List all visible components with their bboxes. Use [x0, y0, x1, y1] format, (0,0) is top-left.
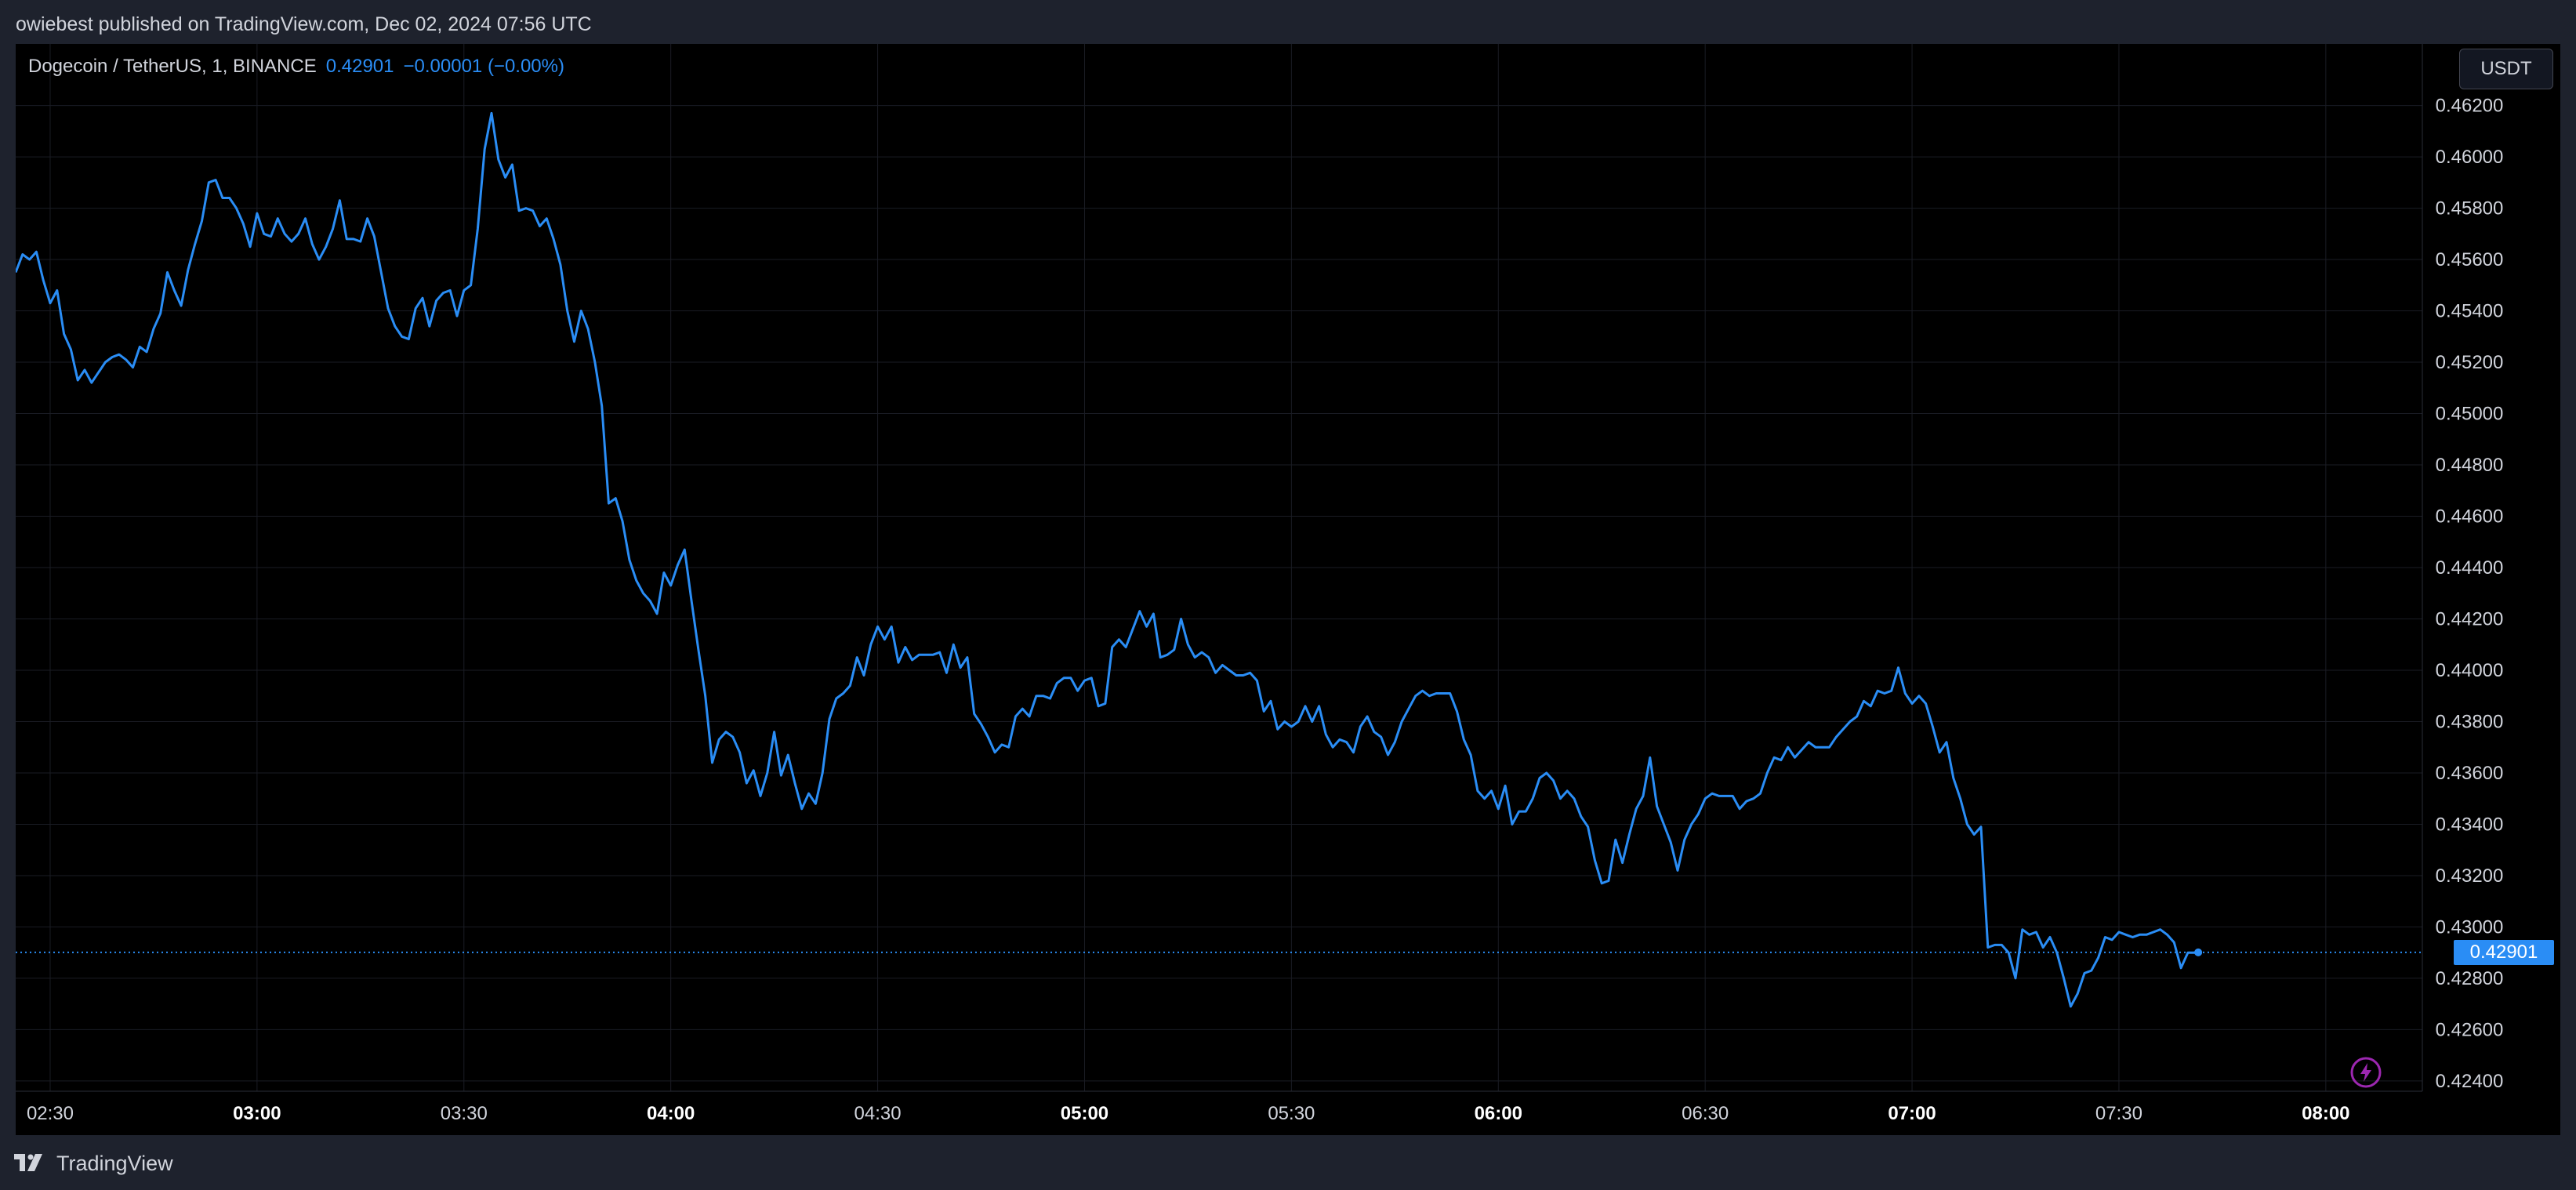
y-tick-label: 0.44600 [2436, 506, 2504, 528]
publish-header: owiebest published on TradingView.com, D… [16, 13, 592, 35]
x-tick-label: 03:30 [441, 1103, 488, 1124]
x-tick-label: 02:30 [27, 1103, 74, 1124]
x-tick-label: 06:00 [1475, 1103, 1522, 1124]
price-chart[interactable]: 0.42400 0.42600 0.42800 0.43000 0.43200 0.434… [16, 44, 2560, 1135]
y-tick-label: 0.45800 [2436, 198, 2504, 219]
brand-name: TradingView [56, 1151, 173, 1175]
x-tick-label: 08:00 [2302, 1103, 2349, 1124]
y-tick-label: 0.46200 [2436, 96, 2504, 117]
y-tick-label: 0.46000 [2436, 147, 2504, 168]
y-tick-label: 0.43400 [2436, 814, 2504, 835]
last-price-dot [2194, 948, 2203, 956]
footer: TradingView [14, 1148, 173, 1179]
lightning-icon[interactable] [2349, 1055, 2383, 1090]
y-tick-label: 0.44400 [2436, 557, 2504, 579]
y-tick-label: 0.43600 [2436, 763, 2504, 784]
y-tick-label: 0.45600 [2436, 249, 2504, 270]
y-tick-label: 0.43200 [2436, 865, 2504, 887]
x-tick-label: 07:00 [1888, 1103, 1936, 1124]
x-tick-label: 05:00 [1061, 1103, 1108, 1124]
y-tick-label: 0.44800 [2436, 455, 2504, 476]
y-tick-label: 0.45000 [2436, 404, 2504, 425]
currency-button[interactable]: USDT [2459, 49, 2553, 89]
chart-area[interactable]: 0.42400 0.42600 0.42800 0.43000 0.43200 0.434… [16, 44, 2560, 1135]
y-tick-label: 0.43800 [2436, 711, 2504, 732]
y-tick-label: 0.42800 [2436, 968, 2504, 989]
x-tick-label: 04:30 [854, 1103, 902, 1124]
last-price-label: 0.42901 [2454, 939, 2554, 965]
y-tick-label: 0.43000 [2436, 916, 2504, 938]
grid-lines [16, 44, 2422, 1091]
x-tick-label: 03:00 [233, 1103, 281, 1124]
symbol-name: Dogecoin / TetherUS, 1, BINANCE [28, 56, 317, 77]
y-tick-label: 0.45400 [2436, 301, 2504, 322]
x-axis-labels: 02:30 03:00 03:30 04:00 04:30 05:00 05:30 06:00… [27, 1103, 2350, 1124]
y-tick-label: 0.42400 [2436, 1071, 2504, 1092]
x-tick-label: 06:30 [1682, 1103, 1729, 1124]
legend-price: 0.42901 [325, 56, 394, 77]
y-tick-label: 0.42600 [2436, 1019, 2504, 1040]
x-tick-label: 05:30 [1268, 1103, 1315, 1124]
y-tick-label: 0.44200 [2436, 608, 2504, 629]
y-axis-labels: 0.42400 0.42600 0.42800 0.43000 0.43200 0.434… [2436, 96, 2504, 1092]
symbol-legend[interactable]: Dogecoin / TetherUS, 1, BINANCE 0.42901 −0… [28, 53, 564, 80]
x-tick-label: 04:00 [647, 1103, 695, 1124]
y-tick-label: 0.45200 [2436, 352, 2504, 373]
legend-change: −0.00001 (−0.00%) [403, 56, 565, 77]
x-tick-label: 07:30 [2095, 1103, 2142, 1124]
price-line [16, 111, 2199, 1008]
y-tick-label: 0.44000 [2436, 660, 2504, 681]
tradingview-logo-icon[interactable] [14, 1154, 49, 1173]
